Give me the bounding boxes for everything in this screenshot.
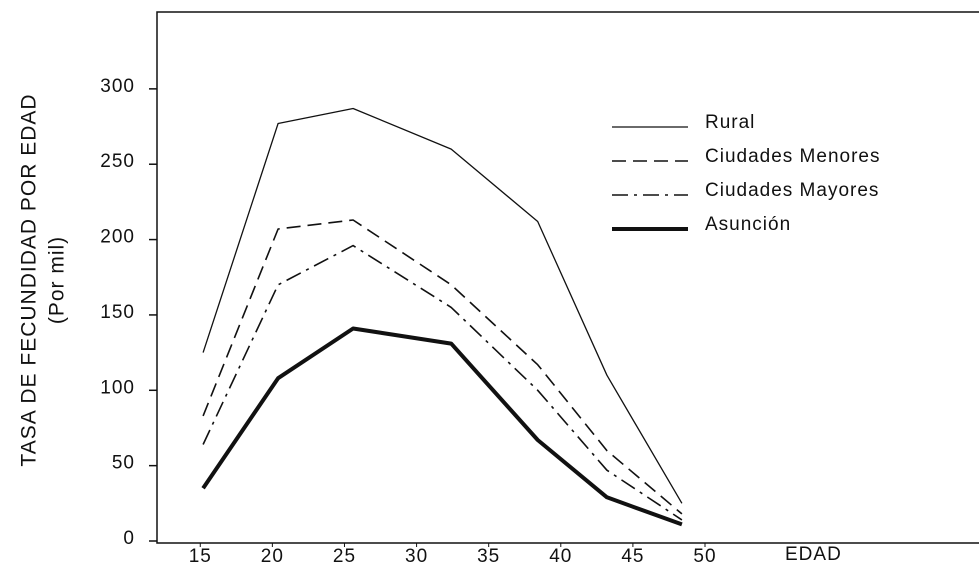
x-tick-label: 20	[261, 546, 284, 567]
y-tick-label: 50	[112, 453, 135, 474]
y-tick-label: 100	[100, 377, 135, 398]
y-tick-label: 250	[100, 151, 135, 172]
plot-frame	[156, 11, 979, 544]
x-tick-label: 15	[189, 546, 212, 567]
series-line	[202, 219, 683, 515]
x-axis-label: EDAD	[785, 544, 842, 565]
series-line	[201, 326, 683, 527]
series-line	[202, 244, 683, 521]
x-tick-label: 40	[549, 546, 572, 567]
legend-label: Ciudades Menores	[705, 146, 880, 167]
y-axis-label: TASA DE FECUNDIDAD POR EDAD	[18, 93, 41, 466]
legend-label: Asunción	[705, 214, 791, 235]
y-tick-label: 300	[100, 76, 135, 97]
legend-label: Ciudades Mayores	[705, 180, 879, 201]
y-axis-unit: (Por mil)	[46, 236, 69, 324]
x-tick-label: 45	[621, 546, 644, 567]
x-tick-label: 50	[693, 546, 716, 567]
series-line	[202, 107, 683, 504]
x-tick-label: 35	[477, 546, 500, 567]
x-tick-label: 25	[333, 546, 356, 567]
y-tick-label: 200	[100, 227, 135, 248]
y-tick-label: 150	[100, 302, 135, 323]
y-tick-label: 0	[123, 528, 135, 549]
legend-label: Rural	[705, 112, 755, 133]
x-tick-label: 30	[405, 546, 428, 567]
